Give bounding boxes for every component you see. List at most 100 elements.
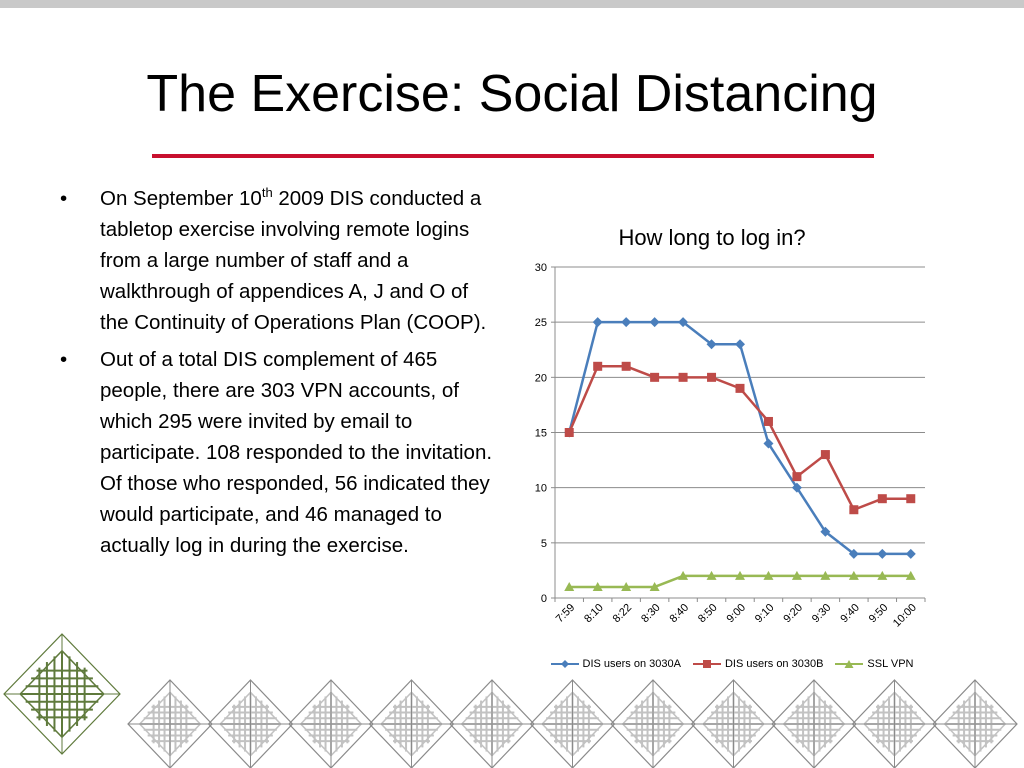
decorative-motif [851, 679, 938, 768]
bullet-item: • On September 10th 2009 DIS conducted a… [60, 183, 500, 338]
legend-triangle-marker-icon [835, 660, 864, 668]
y-tick-label: 25 [535, 317, 547, 329]
data-point [848, 570, 859, 580]
top-gray-bar [0, 0, 1024, 8]
decorative-motif [932, 679, 1018, 768]
x-tick-label: 9:00 [724, 602, 748, 626]
bullet-text-start: On September 10 [100, 187, 262, 210]
legend-label: DIS users on 3030A [582, 658, 681, 670]
data-point [649, 581, 660, 591]
decorative-motif [288, 679, 374, 768]
data-point [763, 416, 773, 426]
x-tick-label: 8:30 [639, 602, 663, 626]
title-underline [152, 154, 874, 158]
decorative-motif [127, 679, 213, 768]
y-tick-label: 5 [541, 538, 547, 550]
x-tick-label: 8:40 [668, 602, 692, 626]
data-point [763, 570, 774, 580]
data-point [678, 570, 689, 580]
x-tick-label: 9:20 [781, 602, 805, 626]
bullet-dot: • [60, 348, 68, 371]
decorative-motif [207, 679, 294, 768]
bullet-superscript: th [261, 185, 273, 201]
data-point [820, 450, 830, 460]
data-point [791, 570, 802, 580]
large-decorative-motif [3, 633, 121, 755]
y-tick-label: 10 [535, 483, 547, 495]
gridlines [555, 266, 925, 544]
x-tick-label: 7:59 [554, 602, 578, 626]
data-point [735, 570, 745, 580]
data-point [564, 428, 574, 437]
decorative-motif [610, 679, 696, 768]
data-point [763, 438, 774, 449]
data-point [792, 472, 802, 482]
chart-title: How long to log in? [618, 225, 806, 250]
data-point [905, 570, 916, 580]
data-point [848, 548, 859, 559]
data-point [706, 570, 717, 580]
series-lines [564, 317, 916, 591]
legend-label: DIS users on 3030B [724, 658, 824, 670]
data-point [564, 581, 575, 591]
data-point [621, 317, 632, 328]
x-tick-label: 9:30 [810, 602, 834, 626]
slide-title: The Exercise: Social Distancing [146, 65, 878, 123]
data-point [621, 581, 632, 591]
data-point [820, 570, 831, 580]
data-point [593, 361, 603, 371]
x-tick-label: 8:10 [582, 602, 606, 626]
y-tick-label: 20 [535, 372, 547, 384]
legend-item: DIS users on 3030A [550, 658, 681, 670]
bullet-list: • On September 10th 2009 DIS conducted a… [60, 183, 500, 567]
series [564, 570, 916, 591]
data-point [621, 361, 631, 371]
data-point [820, 526, 831, 537]
data-point [592, 317, 603, 328]
bullet-text-end: 2009 DIS conducted a tabletop exercise i… [100, 187, 487, 334]
decorative-motif [771, 679, 857, 768]
line-chart: 0 5 10 15 20 25 30 7:59 8:10 8:22 8:30 8:40 8:50 9:0… [535, 262, 926, 630]
y-tick-label: 15 [535, 428, 547, 440]
data-point [735, 339, 745, 350]
data-point [707, 372, 717, 382]
data-point [592, 581, 603, 591]
legend-diamond-marker-icon [550, 660, 579, 668]
bullet-item: • Out of a total DIS complement of 465 p… [60, 344, 500, 561]
decorative-motif [368, 679, 455, 768]
legend-square-marker-icon [692, 660, 721, 668]
legend-item: DIS users on 3030B [692, 658, 824, 670]
data-point [791, 482, 802, 493]
data-point [650, 372, 660, 382]
data-point [877, 570, 888, 580]
x-tick-label: 8:50 [696, 602, 720, 626]
y-tick-label: 0 [541, 593, 547, 605]
chart-legend: DIS users on 3030A DIS users on 3030B SS… [540, 654, 924, 674]
x-tick-label: 9:50 [867, 602, 891, 626]
decorative-motif [529, 679, 616, 768]
data-point [735, 383, 745, 393]
data-point [906, 494, 916, 504]
decorative-motif [690, 679, 777, 768]
decorative-motif [449, 679, 535, 768]
bullet-text: Out of a total DIS complement of 465 peo… [100, 348, 493, 557]
data-point [649, 317, 660, 328]
data-point [877, 494, 887, 504]
x-tick-label: 9:10 [753, 602, 777, 626]
x-tick-label: 9:40 [838, 602, 862, 626]
x-tick-labels: 7:59 8:10 8:22 8:30 8:40 8:50 9:00 9:10 9:20 9:30… [554, 602, 919, 630]
axes [551, 266, 926, 602]
data-point [678, 317, 689, 328]
y-tick-label: 30 [535, 262, 547, 274]
data-point [877, 548, 888, 559]
data-point [905, 548, 916, 559]
series [564, 361, 916, 515]
x-tick-label: 10:00 [891, 602, 919, 630]
legend-item: SSL VPN [835, 658, 913, 670]
data-point [849, 505, 859, 515]
decorative-motif-band [3, 633, 1018, 768]
y-tick-labels: 0 5 10 15 20 25 30 [535, 262, 547, 605]
legend-label: SSL VPN [867, 658, 914, 670]
data-point [706, 339, 717, 350]
series-line [568, 320, 911, 556]
